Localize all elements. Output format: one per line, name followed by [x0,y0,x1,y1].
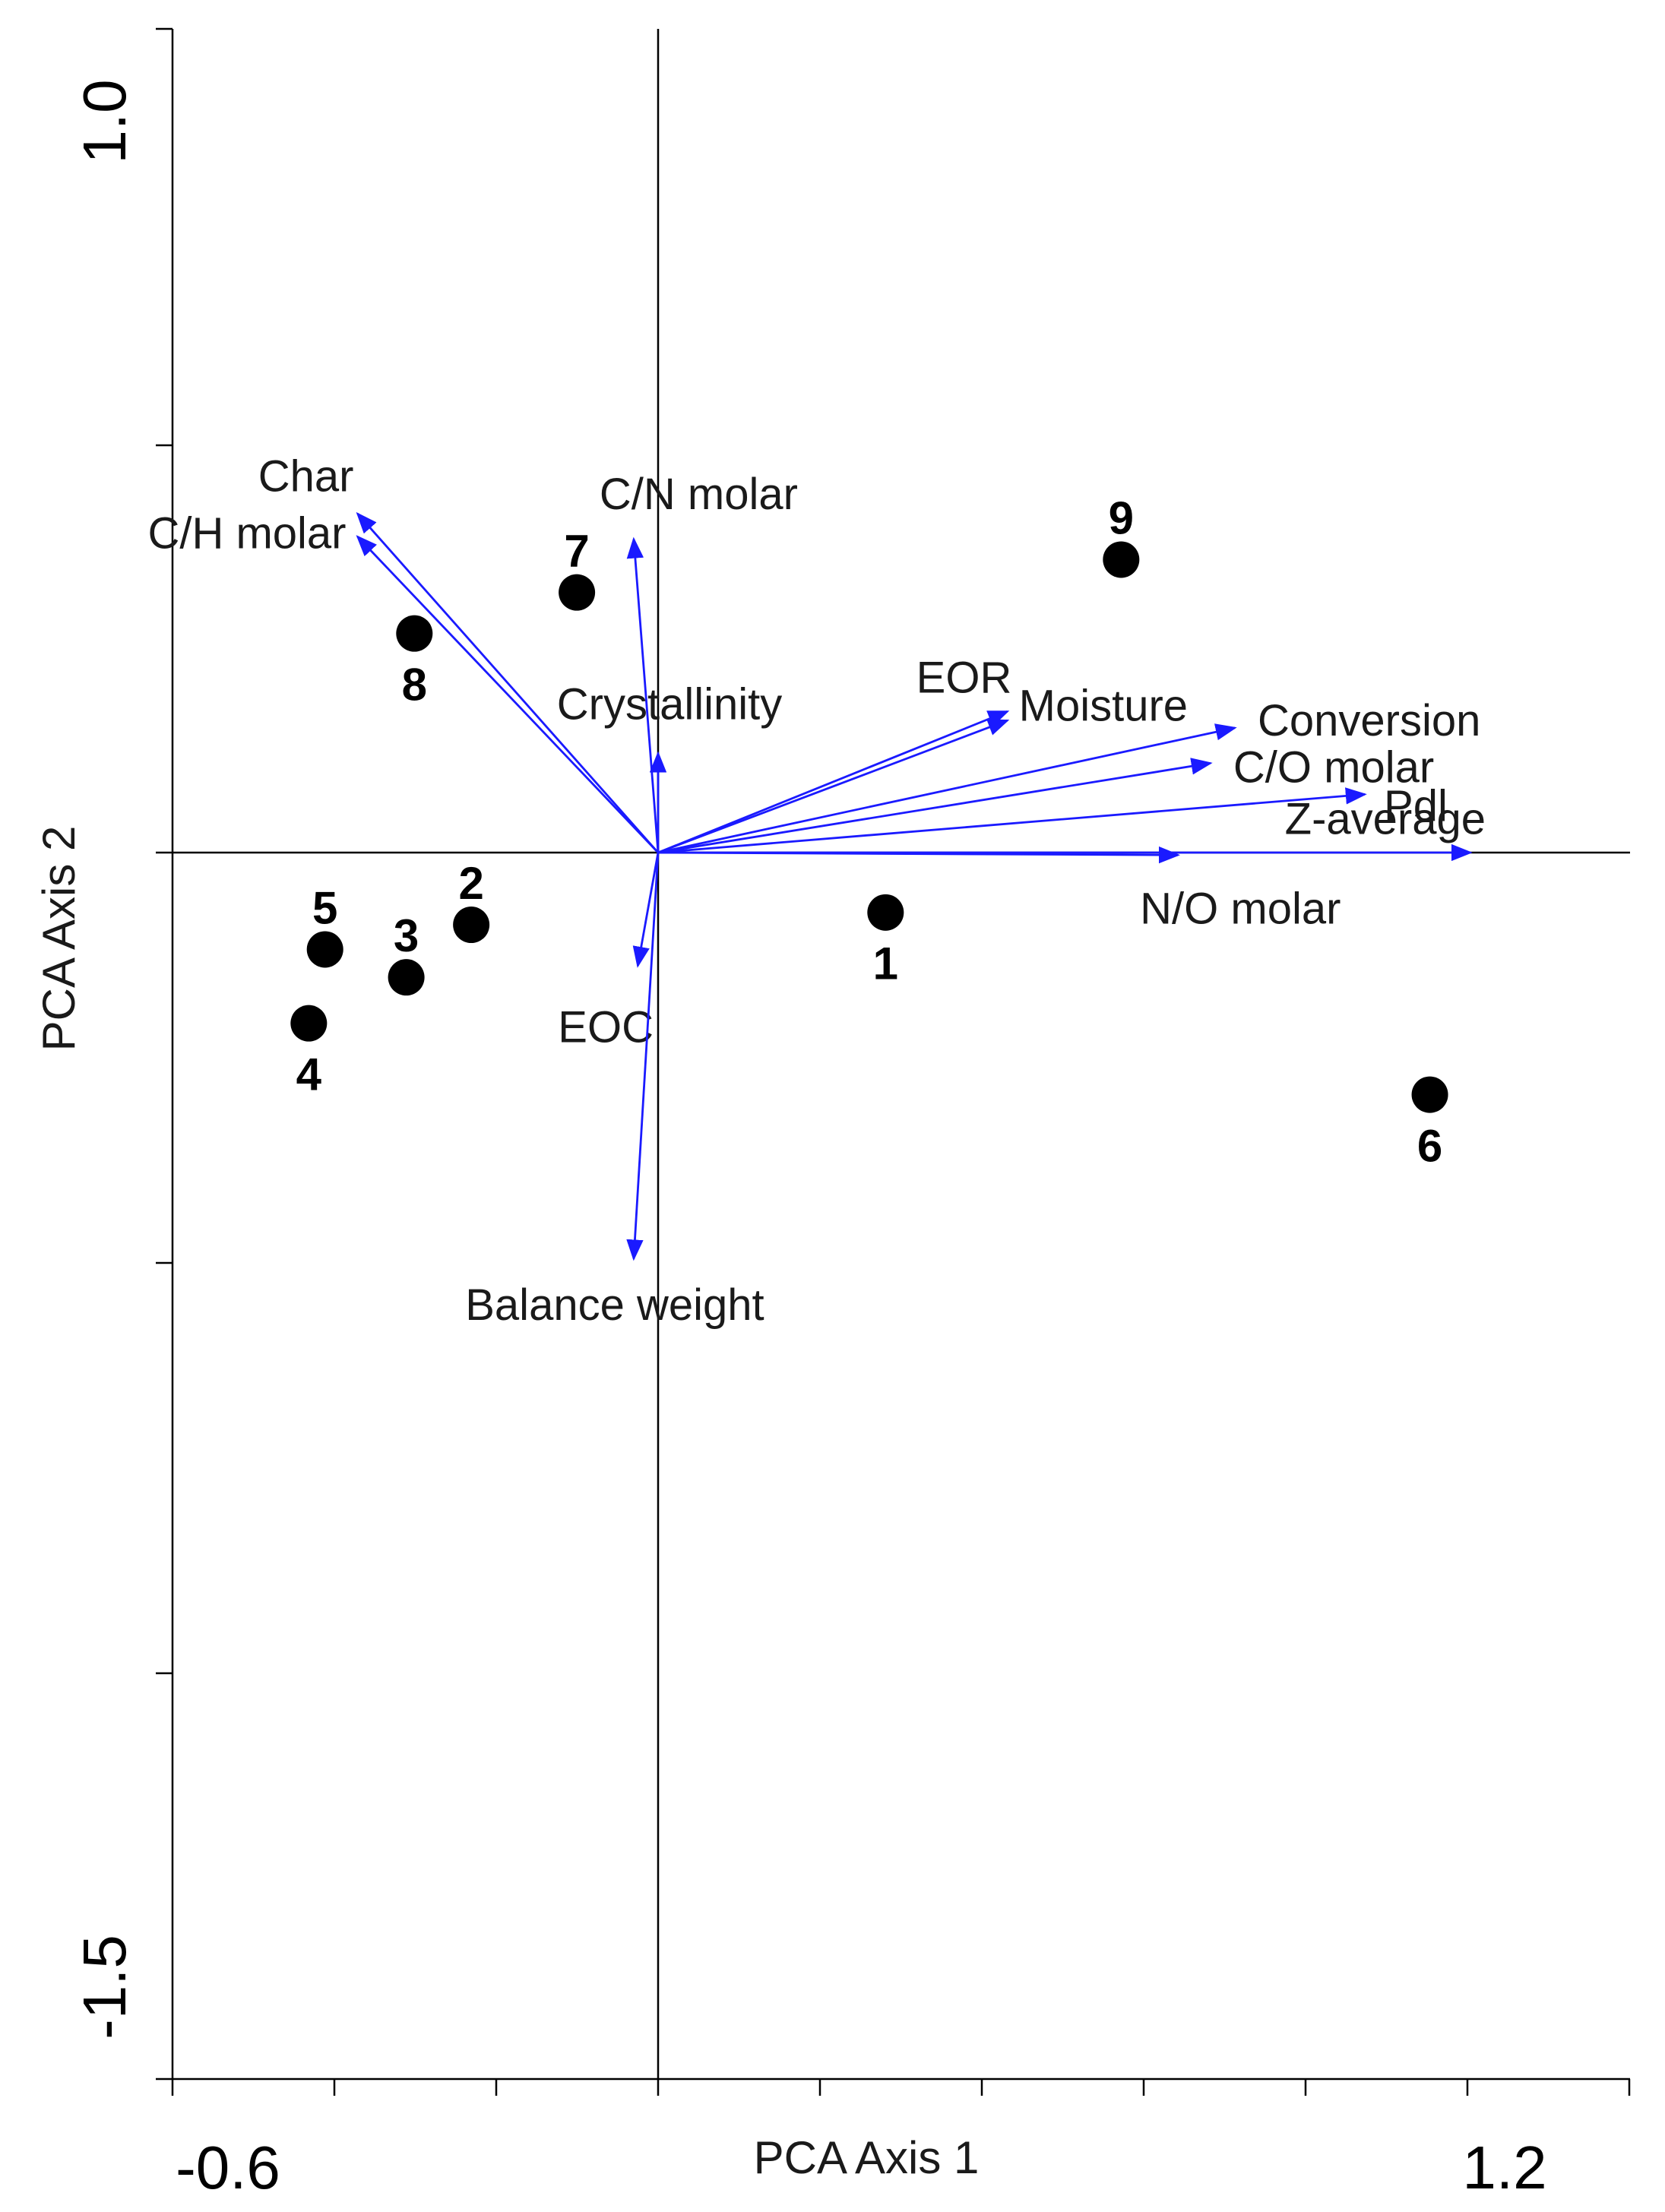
sample-label: 4 [296,1049,322,1100]
vector-label: N/O molar [1140,884,1341,934]
vector-pdl [657,787,1367,854]
sample-label: 8 [402,659,427,710]
sample-label: 9 [1109,492,1134,543]
sample-label: 2 [458,858,483,909]
vector-conversion [657,723,1237,854]
vector-c-n-molar [626,536,660,853]
loading-vectors: Char C/H molar C/N molar Crystallinity EORMo… [147,451,1486,1330]
vector-moisture [657,719,1010,854]
vector-label: C/H molar [147,509,346,559]
sample-label: 3 [394,910,419,961]
vector-n-o-molar [657,846,1180,864]
vector-label: C/N molar [600,470,798,519]
vector-balance-weight [626,852,660,1261]
y-tick-label-max: 1.0 [71,79,138,163]
x-axis-title: PCA Axis 1 [754,2132,980,2183]
vector-label: EOC [558,1002,654,1052]
x-ticks [171,2079,1631,2096]
vector-label: Balance weight [465,1280,764,1330]
y-ticks [156,27,173,2081]
vector-label: Pdl [1384,782,1448,831]
vector-label: Char [258,451,354,501]
vector-label: Crystallinity [557,680,783,729]
sample-label: 1 [873,938,898,989]
sample-label: 6 [1417,1120,1442,1171]
sample-point-1 [867,894,904,931]
vector-eoc [632,852,660,968]
sample-label: 5 [312,882,337,933]
vector-label: Moisture [1019,681,1188,730]
vector-label: Conversion [1258,696,1480,745]
vector-label: EOR [916,653,1012,703]
vector-char [356,511,660,853]
vector-label: C/O molar [1233,743,1434,793]
sample-point-8 [396,615,433,652]
y-axis-title: PCA Axis 2 [33,826,84,1052]
sample-point-4 [290,1005,328,1042]
sample-point-9 [1103,541,1140,578]
vector-label: Z-average [1285,794,1486,843]
sample-point-5 [306,931,343,968]
sample-label: 7 [564,525,589,576]
x-tick-label-min: -0.6 [176,2134,280,2201]
y-tick-label-min: -1.5 [71,1935,138,2040]
vector-c-h-molar [356,535,660,853]
vector-eor [657,710,1010,854]
sample-point-6 [1411,1076,1448,1113]
sample-point-7 [559,574,596,611]
x-tick-label-max: 1.2 [1462,2134,1546,2201]
vector-c-o-molar [657,758,1213,854]
sample-point-3 [388,959,425,996]
sample-point-2 [453,907,490,944]
